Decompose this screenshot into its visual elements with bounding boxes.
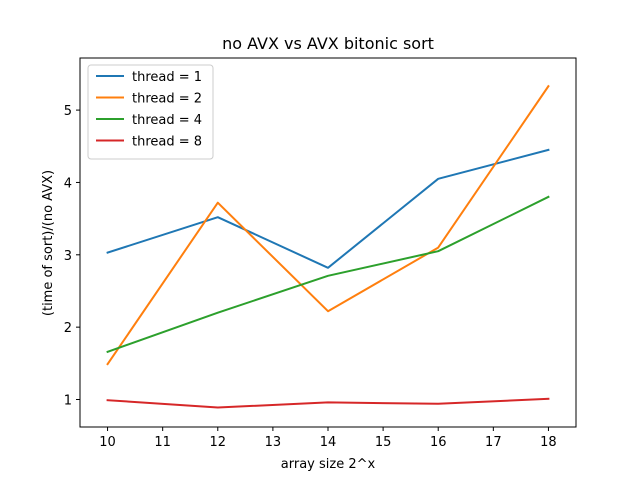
series-line-3 [106, 195, 550, 354]
y-tick-label: 1 [64, 394, 72, 409]
legend-label-3: thread = 4 [132, 113, 202, 128]
legend-label-4: thread = 8 [132, 135, 202, 150]
x-tick-label: 16 [430, 435, 447, 450]
series-line-4 [106, 397, 550, 409]
y-tick-label: 3 [64, 249, 72, 264]
x-tick-label: 10 [99, 435, 116, 450]
legend-label-1: thread = 1 [132, 70, 202, 85]
y-axis-label: (time of sort)/(no AVX) [41, 170, 56, 316]
legend-box [87, 64, 214, 160]
x-tick-label: 18 [540, 435, 557, 450]
y-tick-label: 2 [64, 321, 72, 336]
x-tick-label: 12 [210, 435, 227, 450]
series-line-2 [106, 84, 550, 366]
series-line-1 [106, 148, 550, 269]
legend-label-2: thread = 2 [132, 92, 202, 107]
legend: thread = 1 thread = 2 thread = 4 thread = 8 [87, 64, 214, 160]
x-tick-label: 13 [265, 435, 282, 450]
x-tick-label: 17 [485, 435, 502, 450]
x-tick-label: 14 [320, 435, 337, 450]
x-tick-label: 11 [154, 435, 171, 450]
x-axis-label: array size 2^x [281, 457, 376, 472]
y-tick-label: 4 [64, 176, 72, 191]
x-tick-label: 15 [375, 435, 392, 450]
y-tick-label: 5 [64, 104, 72, 119]
chart-title: no AVX vs AVX bitonic sort [222, 34, 434, 53]
